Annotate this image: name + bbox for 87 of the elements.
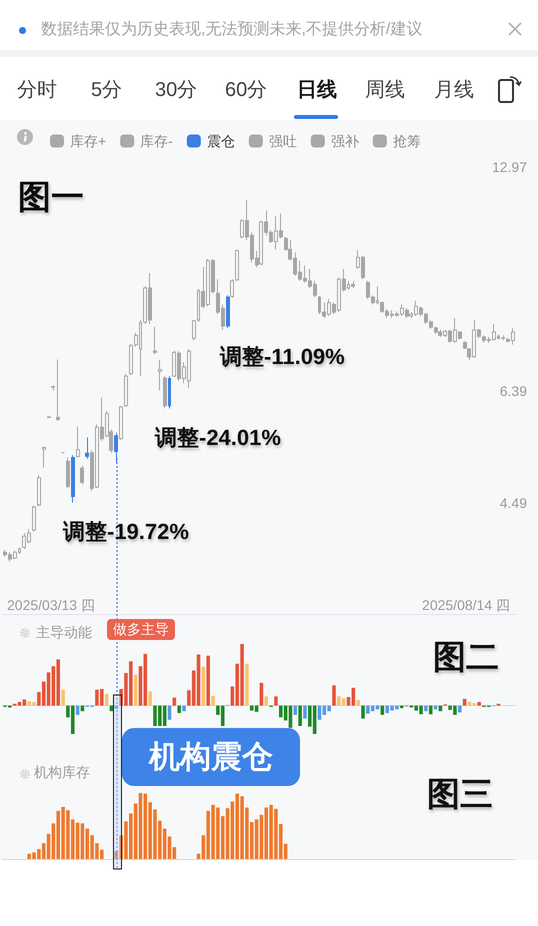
annotation: 图二 [433,638,499,675]
annotation: 2025/03/13 四 [7,596,95,614]
candlestick [32,505,36,532]
text: 日线 [297,78,337,102]
bar [134,674,138,706]
legend-label: 强补 [330,133,359,149]
bar [110,706,114,712]
bar [104,694,108,706]
candlestick [42,446,46,468]
bar [245,664,249,706]
candlestick [163,376,167,409]
bar [274,696,278,706]
annotation: 2025/08/14 四 [422,596,510,614]
chart-title: 机构库存 [34,764,90,780]
candlestick [153,326,157,355]
candlestick [158,359,162,392]
bar [202,666,206,706]
candlestick [168,376,171,409]
text: 分时 [17,78,57,102]
candlestick [71,454,75,504]
bar [206,656,210,706]
candlestick [434,326,438,335]
bar [462,698,466,706]
candlestick [56,359,60,422]
bar [332,685,336,706]
candlestick [51,385,55,392]
bar [303,706,307,719]
bar [264,696,268,706]
text: 30分 [155,78,198,102]
candlestick [80,465,84,485]
annotation: 调整-11.09% [220,344,345,370]
bar [428,706,433,714]
bar [293,706,298,715]
chart-title: 图一 [18,178,84,215]
bar [76,706,80,715]
legend-label: 抢筹 [392,133,421,149]
bar [438,706,442,712]
text: 月线 [434,78,474,102]
bar [361,706,365,719]
candlestick [501,334,505,341]
bar [80,706,84,712]
annotation: 调整-19.72% [63,519,189,545]
bar [182,706,186,712]
bar [424,706,428,712]
candlestick [124,373,128,408]
legend-label: 强吐 [268,133,297,149]
annotation: 图三 [427,775,493,812]
candlestick [351,280,355,288]
bar [148,691,152,706]
y-tick-label: 6.39 [500,383,528,400]
bar [260,682,264,706]
annotation: 调整-24.01% [155,425,281,451]
candlestick [66,457,70,489]
bar [458,706,462,712]
bar [61,690,65,706]
candlestick [192,319,196,341]
candlestick [235,248,239,282]
legend-label: 库存+ [70,133,106,149]
text: 周线 [365,78,405,102]
text: 机构震仓 [122,728,300,786]
y-tick-label: 4.49 [500,494,528,511]
bar [168,706,172,720]
bar [356,700,360,706]
bar [380,706,384,715]
legend-label: 震仓 [206,133,235,149]
candlestick [463,340,467,350]
bar [434,706,438,710]
candlestick [230,278,234,298]
text: 做多主导 [107,619,175,640]
text: 数据结果仅为历史表现,无法预测未来,不提供分析/建议 [41,20,422,40]
text: 5分 [91,78,122,102]
bar [477,702,481,706]
bar [172,698,176,706]
candlestick [85,436,89,460]
candlestick [37,474,41,507]
candlestick [119,405,123,440]
candlestick [129,343,133,376]
bar [298,706,302,726]
legend-label: 库存- [140,133,174,149]
bar [211,696,215,706]
candlestick [76,426,80,458]
bar [177,706,181,714]
text: 60分 [225,78,268,102]
y-tick-label: 12.97 [492,159,528,175]
candlestick [114,432,118,463]
candlestick [226,294,230,328]
chart-title: 主导动能 [36,624,92,640]
